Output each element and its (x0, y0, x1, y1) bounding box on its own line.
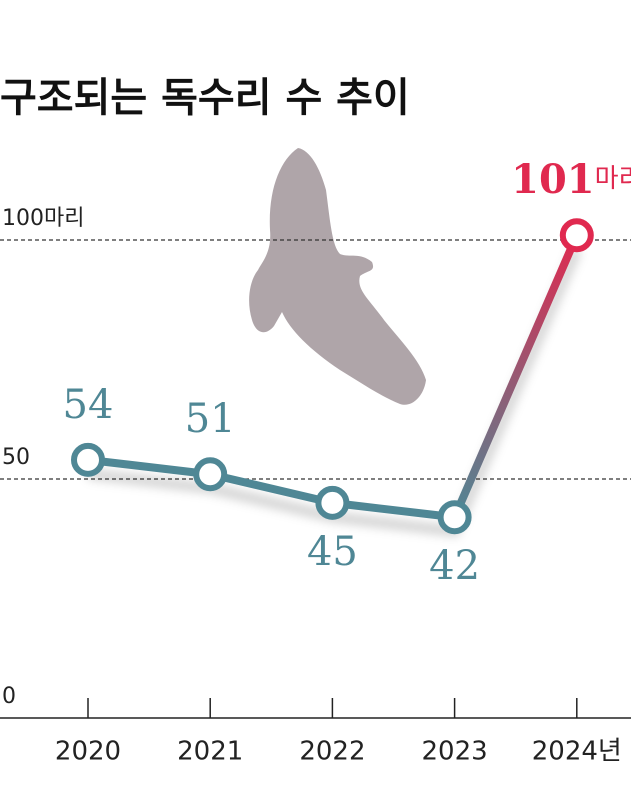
data-label: 101마리 (511, 156, 631, 203)
data-point (71, 442, 105, 477)
data-point (559, 218, 594, 253)
line-segment (328, 498, 459, 522)
line-segment (84, 455, 215, 479)
x-tick-label: 2024년 (532, 737, 622, 767)
x-tick-label: 2023 (422, 737, 488, 767)
data-label: 42 (429, 543, 480, 589)
eagle-illustration (249, 148, 426, 405)
data-point (315, 485, 350, 520)
y-tick-label: 50 (2, 445, 30, 470)
x-tick-label: 2022 (299, 737, 365, 767)
x-tick-label: 2020 (55, 737, 121, 767)
data-label: 51 (185, 396, 236, 442)
y-tick-label: 0 (2, 684, 16, 709)
data-point (437, 500, 472, 535)
line-segment (450, 231, 581, 522)
data-point (193, 457, 228, 492)
data-label: 54 (63, 382, 114, 428)
x-tick-label: 2021 (177, 737, 243, 767)
data-label: 45 (307, 529, 358, 575)
chart-title: 구조되는 독수리 수 추이 (0, 75, 410, 121)
line-segment (206, 470, 337, 507)
y-tick-label: 100마리 (2, 206, 84, 231)
